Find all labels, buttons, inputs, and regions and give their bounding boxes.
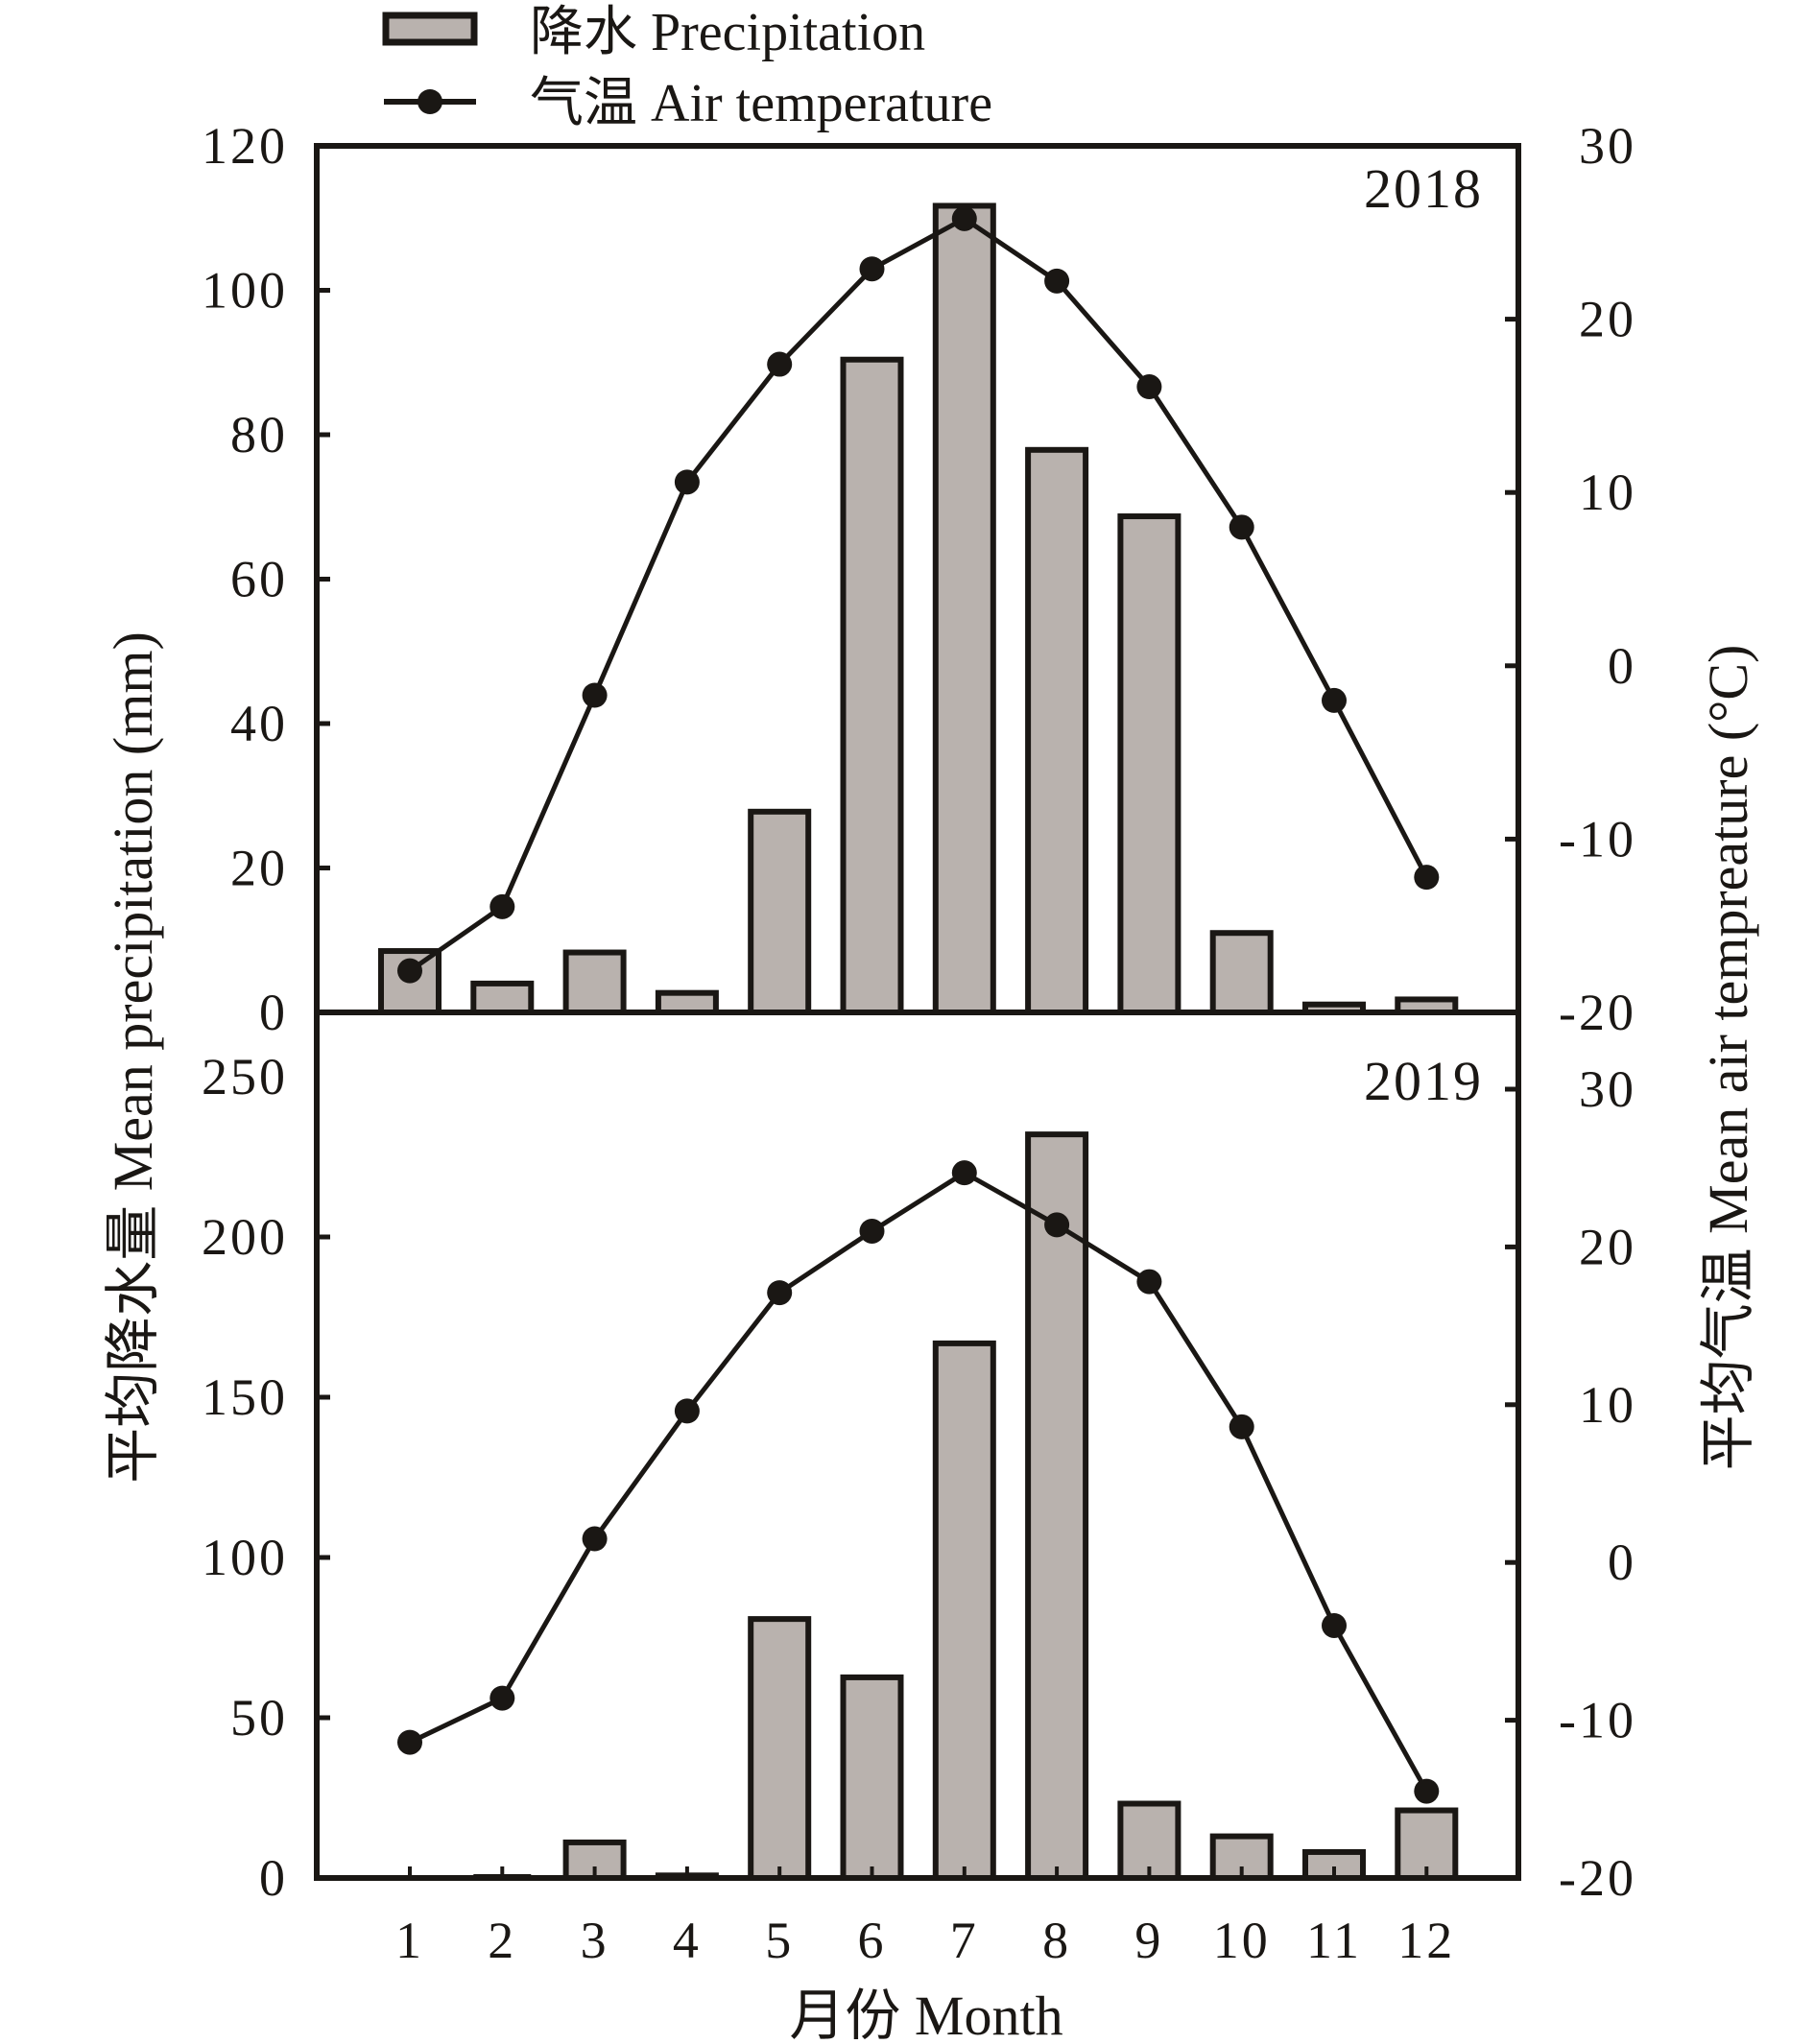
temperature-point — [767, 351, 793, 377]
left-tick-label: 20 — [230, 840, 288, 897]
precipitation-bar — [840, 1674, 904, 1882]
right-tick-label: 0 — [1608, 637, 1636, 695]
legend-precipitation-swatch — [382, 12, 478, 46]
legend: 降水 Precipitation 气温 Air temperature — [382, 3, 992, 133]
right-tick-label: 10 — [1579, 463, 1636, 521]
precipitation-bar — [470, 980, 535, 1016]
legend-temperature-marker — [418, 89, 442, 114]
x-tick-label: 10 — [1213, 1912, 1271, 1969]
x-tick-label: 11 — [1306, 1912, 1362, 1969]
right-tick-label: 20 — [1579, 291, 1636, 348]
temperature-point — [767, 1280, 793, 1306]
axis-frame — [314, 143, 1521, 1881]
left-tick-label: 100 — [202, 262, 288, 320]
temperature-point — [674, 469, 700, 495]
precipitation-bar — [840, 356, 904, 1015]
right-tick-label: 10 — [1579, 1376, 1636, 1434]
left-tick-label: 40 — [230, 695, 288, 752]
temperature-point — [1414, 865, 1440, 891]
temperature-point — [859, 1218, 885, 1244]
temperature-point — [1322, 1612, 1347, 1638]
year-label-2019: 2019 — [1364, 1050, 1483, 1112]
left-tick-label: 150 — [202, 1368, 288, 1426]
x-tick-label: 4 — [673, 1912, 702, 1969]
precipitation-bar — [1025, 446, 1089, 1015]
right-tick-label: -10 — [1559, 1692, 1636, 1749]
x-tick-label: 5 — [765, 1912, 794, 1969]
left-tick-label: 120 — [202, 117, 288, 175]
x-tick-label: 7 — [950, 1912, 979, 1969]
right-tick-label: 30 — [1579, 117, 1636, 175]
precipitation-bar — [1025, 1131, 1089, 1881]
x-tick-labels: 1 2 3 4 5 6 7 8 9 10 11 12 — [395, 1912, 1455, 1969]
precipitation-bar — [748, 1616, 812, 1882]
temperature-point — [582, 1526, 608, 1552]
temperature-point — [489, 1685, 515, 1711]
panel-2018: 0 20 40 60 80 100 120 -20 -10 0 10 20 30 — [202, 117, 1636, 1041]
precipitation-bar — [655, 989, 719, 1015]
precipitation-bar — [932, 202, 996, 1015]
x-tick-label: 2 — [488, 1912, 516, 1969]
precipitation-bar — [932, 1340, 996, 1881]
x-axis-title: 月份 Month — [789, 1985, 1062, 2044]
temperature-point — [397, 1729, 422, 1755]
temperature-point — [397, 958, 422, 984]
temperature-point — [951, 205, 977, 231]
temperature-point — [1229, 514, 1254, 540]
left-axis-title: 平均降水量 Mean precipitation (mm) — [102, 631, 164, 1484]
precipitation-bar — [1117, 513, 1181, 1015]
left-tick-label: 80 — [230, 406, 288, 463]
temperature-point — [859, 256, 885, 282]
right-tick-label: -20 — [1559, 984, 1636, 1041]
temperature-point — [489, 893, 515, 919]
left-tick-label: 0 — [259, 984, 288, 1041]
right-tick-label: -20 — [1559, 1849, 1636, 1907]
left-tick-label: 250 — [202, 1048, 288, 1105]
right-tick-label: 30 — [1579, 1060, 1636, 1118]
temperature-point — [582, 682, 608, 708]
x-tick-label: 1 — [395, 1912, 424, 1969]
temperature-line — [408, 216, 1429, 973]
year-label-2018: 2018 — [1364, 157, 1483, 220]
right-tick-label: 20 — [1579, 1218, 1636, 1275]
temperature-line — [408, 1170, 1429, 1793]
temperature-point — [1136, 1269, 1162, 1295]
left-tick-label: 60 — [230, 551, 288, 608]
x-tick-label: 9 — [1134, 1912, 1163, 1969]
right-axis-title: 平均气温 Mean air tempreature (°C) — [1697, 645, 1759, 1471]
temperature-point — [1044, 268, 1070, 294]
x-tick-label: 6 — [858, 1912, 887, 1969]
left-tick-label: 200 — [202, 1208, 288, 1266]
left-tick-label: 50 — [230, 1689, 288, 1747]
precipitation-bar — [1209, 930, 1274, 1015]
left-tick-label: 0 — [259, 1849, 288, 1907]
temperature-point — [1136, 374, 1162, 400]
temperature-point — [1322, 687, 1347, 713]
legend-temperature-label: 气温 Air temperature — [530, 74, 992, 133]
temperature-point — [1229, 1414, 1254, 1439]
panel-2019: 0 50 100 150 200 250 -20 -10 0 10 20 30 — [202, 1048, 1636, 1907]
temperature-point — [674, 1398, 700, 1424]
x-tick-label: 3 — [581, 1912, 609, 1969]
x-tick-label: 8 — [1042, 1912, 1071, 1969]
left-tick-label: 100 — [202, 1529, 288, 1586]
right-tick-label: 0 — [1608, 1533, 1636, 1591]
temperature-point — [1044, 1212, 1070, 1238]
precipitation-bar — [748, 808, 812, 1015]
temperature-point — [951, 1160, 977, 1186]
precipitation-bar — [562, 949, 627, 1015]
x-tick-label: 12 — [1397, 1912, 1455, 1969]
legend-precipitation-label: 降水 Precipitation — [530, 3, 925, 62]
temperature-point — [1414, 1778, 1440, 1804]
right-tick-label: -10 — [1559, 810, 1636, 868]
